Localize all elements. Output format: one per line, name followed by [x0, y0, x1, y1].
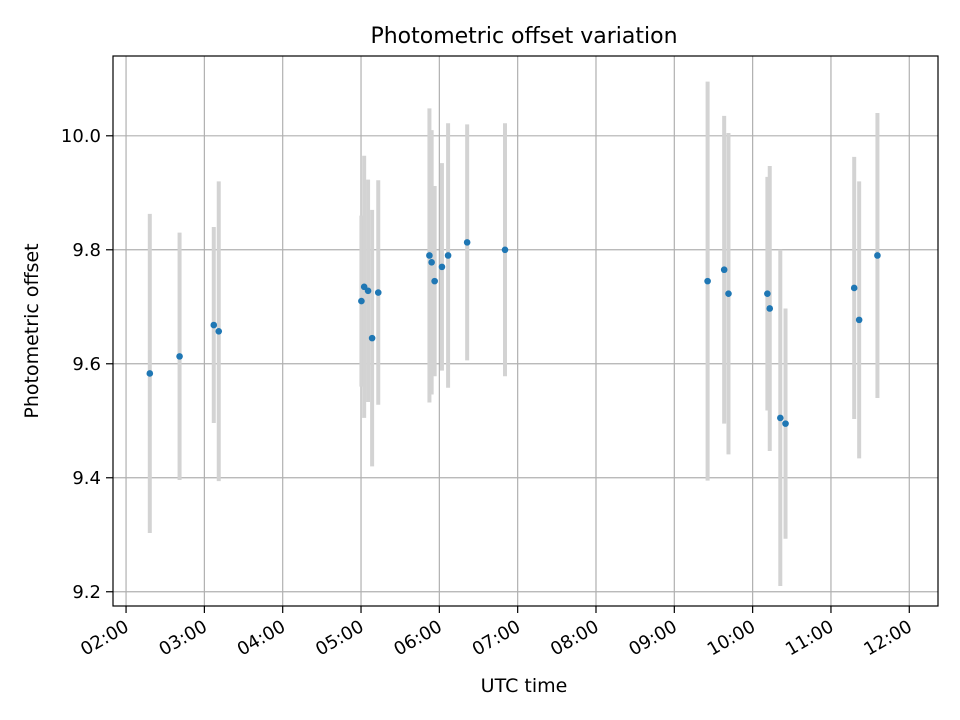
plot-frame [112, 55, 939, 607]
data-point [764, 290, 771, 297]
x-tick-label: 07:00 [469, 616, 524, 660]
data-point [364, 287, 372, 295]
data-point [725, 290, 732, 297]
data-point [368, 334, 376, 342]
data-point [426, 252, 433, 259]
x-tick-label: 08:00 [547, 616, 602, 660]
point-layer [146, 239, 881, 427]
data-point [358, 297, 365, 305]
x-tick-label: 11:00 [782, 616, 837, 660]
chart-title: Photometric offset variation [370, 24, 677, 49]
axis-layer: 02:00 03:00 04:00 05:00 06:00 07:00 08:00 09:00… [61, 126, 916, 660]
data-point [428, 259, 435, 266]
data-point [438, 263, 446, 271]
data-point [215, 327, 223, 335]
data-point [855, 316, 863, 324]
y-axis-label: Photometric offset [21, 243, 43, 418]
data-point [501, 246, 509, 254]
data-point [766, 305, 774, 312]
data-point [720, 266, 728, 274]
errorbar-layer [147, 81, 880, 587]
data-point [431, 277, 438, 285]
x-axis-label: UTC time [481, 675, 568, 697]
data-point [146, 370, 154, 377]
x-tick-label: 05:00 [312, 616, 367, 660]
x-tick-label: 10:00 [704, 616, 759, 660]
data-point [176, 353, 183, 360]
data-point [777, 414, 784, 422]
x-tick-label: 02:00 [77, 616, 132, 660]
y-tick-label: 10.0 [61, 126, 101, 147]
y-tick-label: 9.4 [72, 468, 101, 489]
data-point [850, 284, 858, 292]
data-point [374, 289, 382, 296]
y-tick-label: 9.6 [72, 354, 101, 375]
x-tick-label: 06:00 [390, 616, 445, 660]
data-point [463, 239, 471, 246]
x-tick-label: 12:00 [860, 616, 915, 660]
x-tick-label: 09:00 [625, 616, 680, 660]
y-tick-label: 9.2 [72, 582, 101, 603]
data-point [704, 277, 711, 285]
x-tick-label: 03:00 [155, 616, 210, 660]
x-tick-label: 04:00 [234, 616, 289, 660]
grid-layer [113, 56, 938, 606]
y-tick-label: 9.8 [72, 240, 101, 261]
data-point [782, 420, 789, 427]
data-point [874, 252, 881, 259]
data-point [210, 321, 218, 329]
data-point [444, 252, 452, 259]
